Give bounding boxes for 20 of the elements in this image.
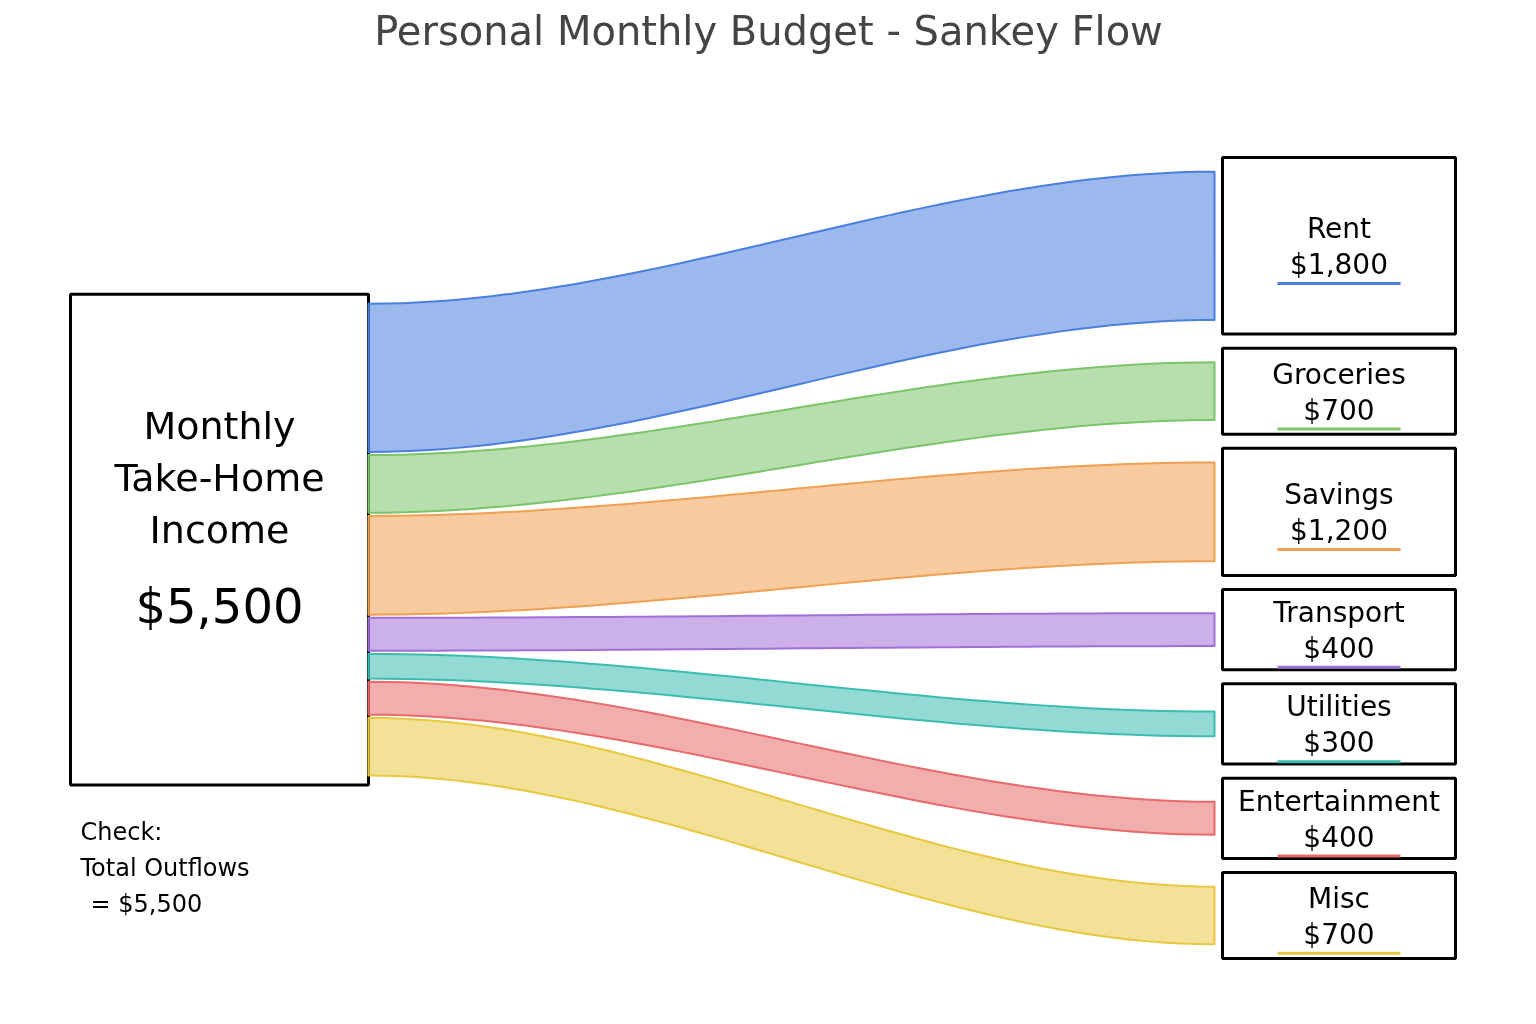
text: Total Outflows — [79, 853, 250, 882]
category-label: Transport — [1272, 596, 1405, 630]
category-label: Groceries — [1272, 357, 1406, 391]
data-label: $700 — [1303, 917, 1375, 951]
text: $5,500 — [135, 577, 304, 634]
data-label: $1,200 — [1290, 514, 1388, 548]
category-label: Misc — [1308, 882, 1370, 916]
text: Check: — [80, 818, 163, 847]
data-label: $400 — [1303, 631, 1375, 665]
category-label: Savings — [1284, 478, 1394, 512]
text: = $5,500 — [90, 889, 203, 918]
category-label: Entertainment — [1237, 784, 1441, 818]
data-label: $1,800 — [1290, 248, 1388, 282]
data-label: $400 — [1303, 820, 1375, 854]
data-label: $300 — [1303, 726, 1375, 760]
text: Personal Monthly Budget - Sankey Flow — [374, 7, 1163, 54]
category-label: Utilities — [1286, 690, 1392, 724]
data-label: $700 — [1303, 393, 1375, 427]
text: Monthly Take-Home Income — [113, 404, 325, 553]
category-label: Rent — [1306, 212, 1372, 246]
